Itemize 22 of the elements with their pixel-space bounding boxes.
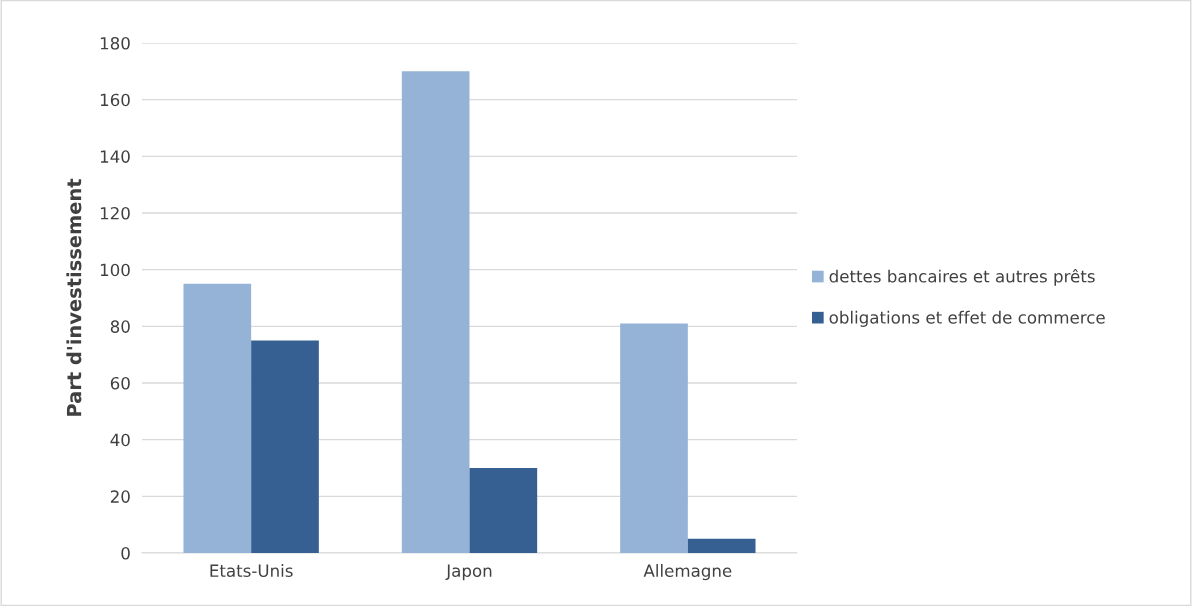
bar (251, 340, 319, 553)
bar (401, 71, 470, 553)
legend-label: obligations et effet de commerce (829, 310, 1105, 327)
y-tick-label: 40 (110, 433, 130, 447)
y-tick-label: 180 (100, 36, 130, 50)
legend-label: dettes bancaires et autres prêts (829, 269, 1095, 286)
y-tick-label: 80 (110, 320, 130, 333)
bar (469, 468, 538, 553)
bar (687, 538, 756, 553)
y-tick-label: 60 (110, 376, 130, 390)
y-tick-label: 160 (100, 93, 130, 107)
y-axis-title: Part d'investissement (66, 178, 82, 416)
bar (620, 323, 688, 553)
x-tick-label: Japon (445, 564, 492, 581)
y-tick-label: 0 (121, 546, 130, 560)
y-tick-label: 140 (100, 150, 130, 163)
y-tick-label: 100 (100, 263, 130, 277)
x-tick-label: Allemagne (643, 564, 732, 581)
bar (183, 283, 252, 553)
y-tick-label: 120 (100, 206, 130, 220)
y-tick-label: 20 (110, 490, 130, 503)
x-tick-label: Etats-Unis (210, 564, 293, 578)
